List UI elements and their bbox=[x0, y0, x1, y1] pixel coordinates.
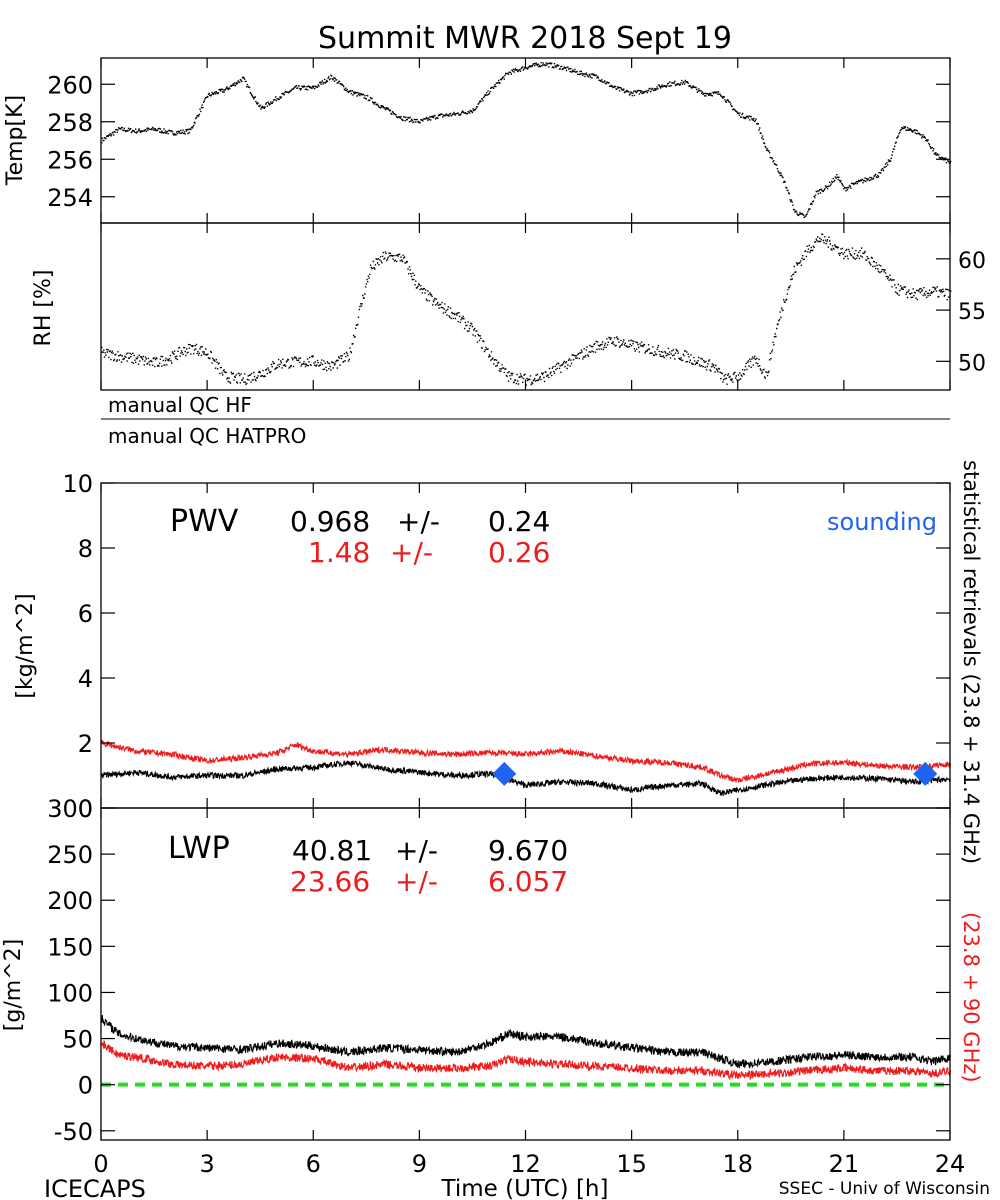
pwv-hf-mean: 0.968 bbox=[290, 505, 370, 538]
sounding-marker bbox=[913, 761, 938, 786]
time-x-ticks: 0 3 6 9 12 15 18 21 24 bbox=[93, 1150, 965, 1178]
rh-series bbox=[101, 233, 952, 386]
sounding-marker bbox=[492, 761, 517, 786]
temperature-series bbox=[101, 62, 952, 219]
figure-title: Summit MWR 2018 Sept 19 bbox=[318, 21, 732, 56]
series-0-line bbox=[100, 1015, 951, 1070]
temperature-y-ticks: 254 256 258 260 bbox=[47, 58, 951, 223]
footer-icecaps: ICECAPS bbox=[44, 1175, 146, 1200]
y-tick-label: 250 bbox=[47, 841, 93, 869]
qc-hatpro-label: manual QC HATPRO bbox=[108, 424, 306, 448]
pwv-hf-pm: +/- bbox=[397, 505, 440, 538]
y-tick-label: 4 bbox=[78, 665, 93, 693]
x-tick-label: 15 bbox=[616, 1150, 647, 1178]
y-tick-label: 50 bbox=[62, 1026, 93, 1054]
pwv-series bbox=[100, 739, 951, 796]
series-0-line bbox=[100, 760, 951, 796]
pwv-stats-title: PWV bbox=[170, 504, 239, 539]
temperature-panel: 254 256 258 260 Temp[K] bbox=[3, 57, 952, 224]
lwp-stats-title: LWP bbox=[168, 831, 230, 866]
pwv-hatpro-pm: +/- bbox=[390, 536, 433, 569]
lwp-hf-pm: +/- bbox=[395, 834, 438, 867]
x-tick-label: 12 bbox=[510, 1150, 541, 1178]
lwp-hatpro-mean: 23.66 bbox=[290, 865, 370, 898]
y-tick-label: 260 bbox=[47, 71, 93, 99]
rh-frame bbox=[100, 222, 951, 391]
side-label-hatpro: (23.8 + 90 GHz) bbox=[959, 912, 983, 1083]
x-tick-label: 18 bbox=[722, 1150, 753, 1178]
pwv-hatpro-std: 0.26 bbox=[488, 536, 550, 569]
lwp-hf-std: 9.670 bbox=[488, 834, 568, 867]
y-tick-label: 254 bbox=[47, 184, 93, 212]
temperature-frame bbox=[100, 57, 951, 224]
y-tick-label: 6 bbox=[78, 600, 93, 628]
pwv-y-label: [kg/m^2] bbox=[13, 593, 38, 698]
y-tick-label: 8 bbox=[78, 535, 93, 563]
y-tick-label: 60 bbox=[958, 249, 986, 274]
series-1-line bbox=[100, 1039, 951, 1081]
y-tick-label: 55 bbox=[958, 300, 986, 325]
lwp-y-label: [g/m^2] bbox=[1, 939, 26, 1031]
y-tick-label: -50 bbox=[54, 1118, 93, 1146]
x-tick-label: 9 bbox=[412, 1150, 427, 1178]
qc-strips: manual QC HF manual QC HATPRO bbox=[101, 393, 950, 448]
x-tick-label: 0 bbox=[93, 1150, 108, 1178]
y-tick-label: 10 bbox=[62, 470, 93, 498]
y-tick-label: 0 bbox=[78, 795, 93, 823]
lwp-hatpro-std: 6.057 bbox=[488, 865, 568, 898]
x-tick-label: 3 bbox=[199, 1150, 214, 1178]
series-0-points bbox=[101, 62, 952, 219]
pwv-hf-std: 0.24 bbox=[488, 505, 550, 538]
x-tick-label: 21 bbox=[829, 1150, 860, 1178]
y-tick-label: 258 bbox=[47, 109, 93, 137]
qc-hf-label: manual QC HF bbox=[108, 393, 252, 417]
pwv-y-ticks: 0 2 4 6 8 10 bbox=[62, 470, 951, 823]
lwp-hf-mean: 40.81 bbox=[292, 834, 372, 867]
series-1-line bbox=[100, 739, 951, 784]
pwv-hatpro-mean: 1.48 bbox=[308, 536, 370, 569]
lwp-series bbox=[100, 1015, 951, 1087]
side-label-hf: statistical retrievals (23.8 + 31.4 GHz) bbox=[959, 460, 983, 864]
footer-ssec: SSEC - Univ of Wisconsin bbox=[779, 1179, 990, 1199]
temperature-y-label: Temp[K] bbox=[3, 95, 28, 186]
y-tick-label: 256 bbox=[47, 146, 93, 174]
y-tick-label: 50 bbox=[958, 351, 986, 376]
rh-y-ticks: 50 55 60 bbox=[100, 223, 986, 390]
rh-y-label: RH [%] bbox=[31, 270, 56, 347]
series-0-points bbox=[101, 233, 952, 386]
pwv-panel: 0 2 4 6 8 10 [kg/m^2] PWV 0.968 +/- 0.24 1.48… bbox=[13, 470, 951, 823]
lwp-y-ticks: -50 0 50 100 150 200 250 300 bbox=[47, 795, 951, 1146]
y-tick-label: 150 bbox=[47, 933, 93, 961]
lwp-hatpro-pm: +/- bbox=[395, 865, 438, 898]
y-tick-label: 2 bbox=[78, 730, 93, 758]
sounding-legend: sounding bbox=[827, 508, 937, 536]
rh-panel: 50 55 60 RH [%] bbox=[31, 222, 986, 391]
x-tick-label: 6 bbox=[306, 1150, 321, 1178]
y-tick-label: 300 bbox=[47, 795, 93, 823]
x-tick-label: 24 bbox=[935, 1150, 966, 1178]
y-tick-label: 100 bbox=[47, 979, 93, 1007]
y-tick-label: 0 bbox=[78, 1072, 93, 1100]
y-tick-label: 200 bbox=[47, 887, 93, 915]
x-axis-label: Time (UTC) [h] bbox=[441, 1176, 609, 1200]
